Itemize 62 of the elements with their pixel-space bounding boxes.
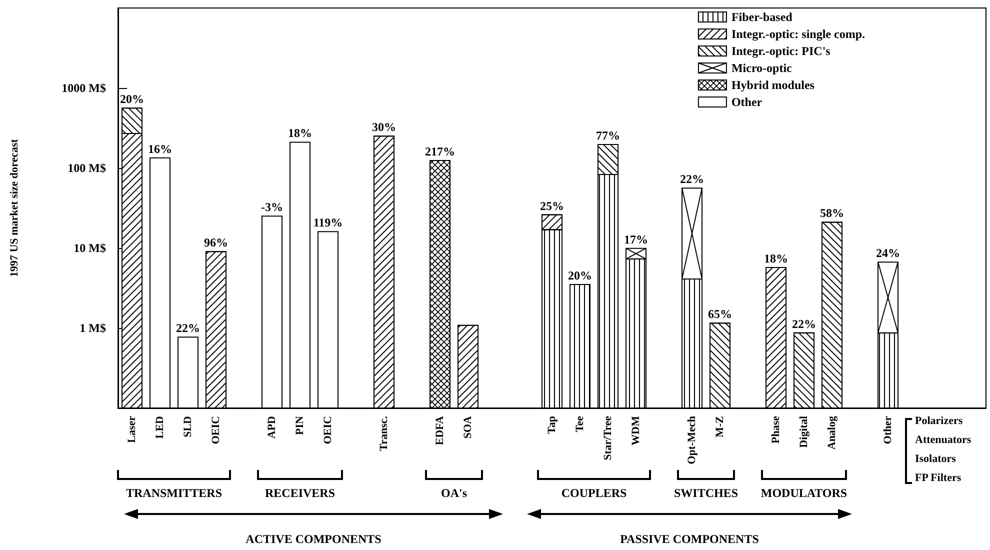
annotation: 18% bbox=[288, 126, 312, 140]
annotation: 22% bbox=[680, 172, 704, 186]
x-tick-label: PIN bbox=[294, 416, 306, 435]
x-tick-label: SOA bbox=[462, 416, 474, 439]
legend-label: Other bbox=[731, 95, 763, 109]
annotation: 77% bbox=[596, 128, 620, 142]
text: PASSIVE COMPONENTS bbox=[620, 532, 760, 546]
x-tick-label: Phase bbox=[770, 416, 782, 444]
x-tick-label: Digital bbox=[798, 416, 810, 448]
text: MODULATORS bbox=[760, 486, 848, 500]
y-tick-label: 100 M$ bbox=[68, 161, 106, 175]
annotation: 17% bbox=[624, 232, 648, 246]
annotation: 22% bbox=[176, 321, 200, 336]
x-tick-label: SLD bbox=[182, 416, 194, 438]
x-tick-label: EDFA bbox=[434, 416, 446, 446]
annotation: 20% bbox=[568, 268, 592, 282]
y-tick-label: 1000 M$ bbox=[62, 81, 106, 95]
text: FP Filters bbox=[915, 472, 962, 484]
annotation: 65% bbox=[708, 307, 732, 322]
x-tick-label: LED bbox=[154, 416, 166, 439]
text: Attenuators bbox=[915, 434, 972, 446]
y-tick-label: 1 M$ bbox=[80, 321, 106, 335]
text: COUPLERS bbox=[561, 486, 627, 500]
annotation: 18% bbox=[764, 252, 788, 266]
x-tick-label: Transc. bbox=[378, 416, 390, 451]
annotation: 16% bbox=[148, 142, 172, 156]
annotation: 217% bbox=[425, 144, 455, 159]
x-tick-label: Tee bbox=[574, 416, 586, 432]
x-tick-label: Opt-Mech bbox=[686, 416, 698, 464]
text: Polarizers bbox=[915, 415, 964, 427]
annotation: 22% bbox=[792, 316, 816, 331]
annotation: 25% bbox=[540, 198, 564, 213]
text: ACTIVE COMPONENTS bbox=[246, 532, 382, 546]
x-tick-label: Star/Tree bbox=[602, 416, 614, 460]
legend-label: Integr.-optic: single comp. bbox=[731, 27, 865, 41]
annotation: 58% bbox=[820, 206, 844, 220]
legend-label: Micro-optic bbox=[731, 61, 793, 75]
text: SWITCHES bbox=[674, 486, 738, 500]
annotation: 30% bbox=[372, 120, 396, 134]
text: Isolators bbox=[915, 453, 957, 465]
text: TRANSMITTERS bbox=[126, 486, 222, 500]
annotation: 119% bbox=[313, 216, 343, 230]
x-tick-label: Other bbox=[882, 416, 894, 444]
legend-label: Integr.-optic: PIC's bbox=[731, 44, 831, 58]
annotation: 96% bbox=[204, 236, 228, 250]
y-axis-title: 1997 US market size dorecast bbox=[8, 138, 20, 277]
x-tick-label: OEIC bbox=[322, 416, 334, 444]
x-tick-label: OEIC bbox=[210, 416, 222, 444]
x-tick-label: Laser bbox=[126, 416, 138, 443]
annotation: -3% bbox=[261, 200, 283, 214]
x-tick-label: WDM bbox=[630, 415, 642, 446]
text: OA's bbox=[440, 486, 468, 500]
x-tick-label: M-Z bbox=[714, 416, 726, 438]
x-tick-label: APD bbox=[266, 416, 278, 439]
legend-label: Hybrid modules bbox=[731, 78, 815, 92]
x-tick-label: Analog bbox=[826, 416, 838, 450]
y-tick-label: 10 M$ bbox=[74, 241, 106, 255]
x-tick-label: Tap bbox=[546, 416, 558, 434]
text: RECEIVERS bbox=[264, 486, 336, 500]
annotation: 20% bbox=[120, 92, 144, 106]
legend-label: Fiber-based bbox=[731, 10, 793, 24]
annotation: 24% bbox=[876, 246, 900, 260]
